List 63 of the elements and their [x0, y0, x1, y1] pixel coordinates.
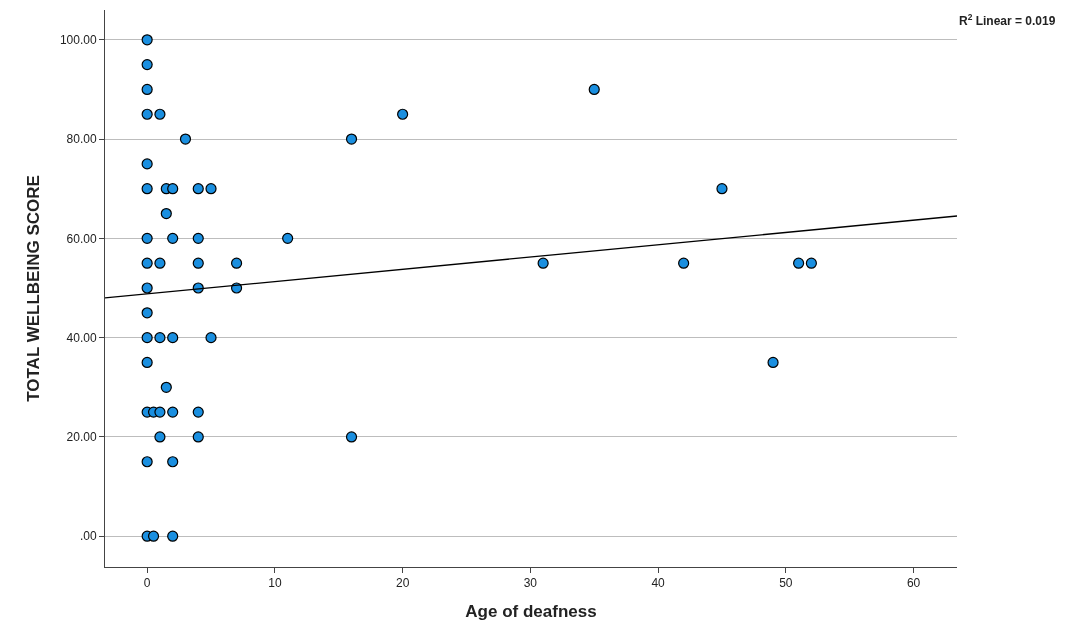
point — [167, 232, 179, 244]
point — [192, 257, 204, 269]
point — [192, 232, 204, 244]
text: R$^{2}$ Linear = 0.019 — [959, 12, 1056, 29]
point — [167, 183, 179, 195]
point — [154, 431, 166, 443]
y-axis-title: TOTAL WELLBEING SCORE — [24, 175, 44, 402]
point — [141, 456, 153, 468]
point — [141, 108, 153, 120]
point — [192, 406, 204, 418]
x-tick-label: 50 — [779, 576, 793, 591]
point — [154, 332, 166, 344]
point — [345, 133, 358, 145]
point — [767, 356, 779, 369]
point — [167, 332, 179, 344]
point — [141, 332, 153, 344]
x-axis-title: Age of deafness — [465, 601, 597, 621]
y-tick-label: 20.00 — [66, 430, 97, 445]
point — [793, 257, 805, 269]
point — [154, 257, 166, 269]
point — [282, 232, 294, 244]
point — [179, 133, 192, 145]
point — [141, 158, 153, 170]
point — [160, 381, 172, 393]
x-tick-label: 30 — [523, 576, 538, 591]
point — [141, 83, 153, 96]
point — [167, 456, 179, 468]
point — [678, 257, 690, 269]
point — [141, 282, 153, 294]
point — [192, 431, 204, 443]
point — [141, 232, 153, 244]
point — [537, 257, 549, 269]
point — [141, 307, 153, 319]
x-tick-label: 10 — [268, 576, 282, 591]
y-tick-label: 100.00 — [59, 32, 97, 47]
y-tick-label: 40.00 — [66, 330, 97, 345]
point — [160, 207, 172, 220]
y-tick-label: 60.00 — [66, 231, 97, 246]
point — [716, 183, 728, 195]
x-tick-label: 60 — [906, 576, 921, 591]
point — [230, 257, 243, 269]
point — [147, 530, 160, 542]
point — [588, 83, 600, 96]
point — [141, 257, 153, 269]
point — [141, 356, 153, 369]
point — [154, 406, 166, 418]
point — [192, 183, 204, 195]
point — [205, 183, 217, 195]
point — [345, 431, 358, 443]
x-tick-label: 40 — [651, 576, 666, 591]
point — [397, 108, 409, 120]
point — [141, 59, 153, 71]
point — [154, 108, 166, 120]
x-tick-label: 0 — [143, 576, 151, 591]
x-tick-label: 20 — [395, 576, 410, 591]
point — [167, 406, 179, 418]
y-tick-label: .00 — [79, 529, 97, 544]
y-tick-label: 80.00 — [66, 132, 97, 147]
point — [205, 332, 217, 344]
point — [141, 183, 153, 195]
point — [141, 34, 153, 46]
point — [805, 257, 817, 269]
point — [167, 530, 179, 542]
